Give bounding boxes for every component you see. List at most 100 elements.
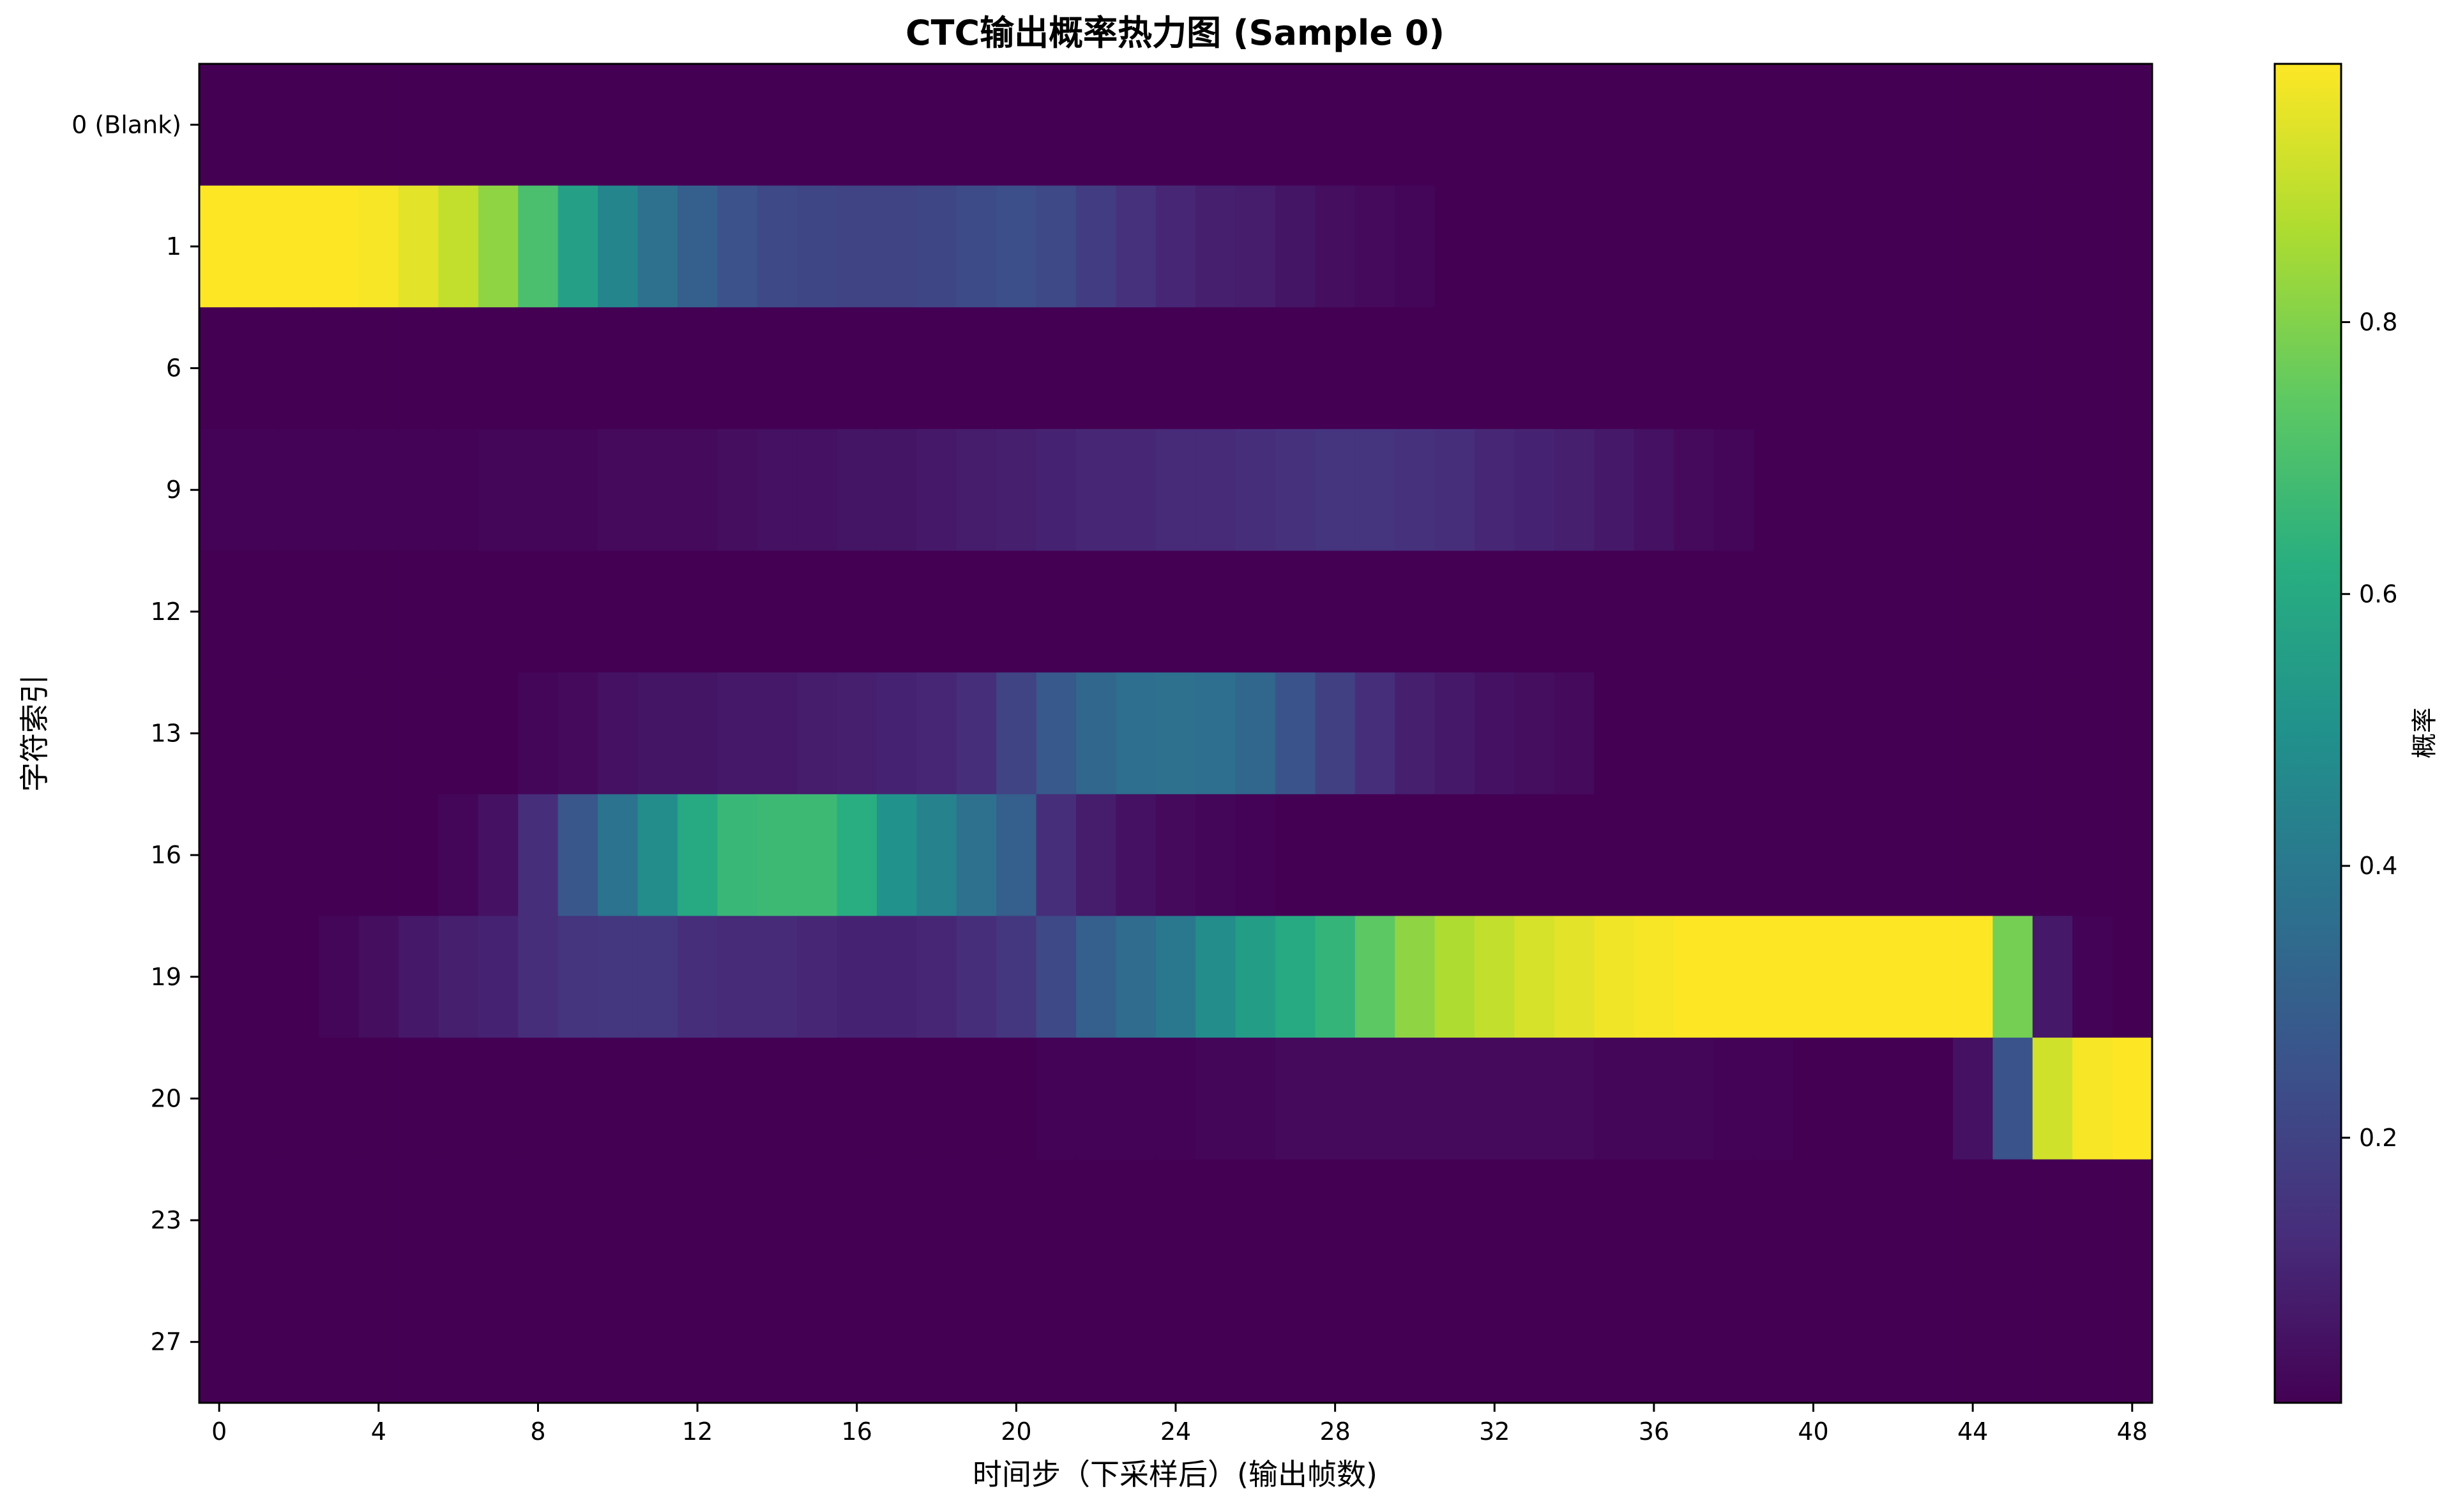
y-tick-label: 16	[151, 841, 181, 869]
heatmap-cell	[876, 1038, 917, 1160]
heatmap-cell	[1554, 64, 1595, 186]
heatmap-cell	[1434, 64, 1475, 186]
heatmap-cell	[1514, 1281, 1555, 1403]
heatmap-cell	[1753, 428, 1794, 552]
heatmap-cell	[876, 672, 917, 795]
y-tick-label: 27	[151, 1328, 181, 1356]
colorbar-tick-label: 0.8	[2359, 308, 2397, 336]
heatmap-cell	[2032, 1038, 2073, 1160]
heatmap-cell	[837, 307, 877, 430]
heatmap-cell	[1873, 1159, 1914, 1281]
heatmap-cell	[1833, 64, 1874, 186]
heatmap-cell	[1235, 1159, 1276, 1281]
heatmap-cell	[1913, 1159, 1954, 1281]
heatmap-cell	[438, 1159, 479, 1281]
heatmap-cell	[1155, 550, 1196, 673]
heatmap-cell	[2112, 428, 2153, 552]
heatmap-cell	[1235, 550, 1276, 673]
heatmap-cell	[518, 64, 559, 186]
heatmap-cell	[358, 1159, 399, 1281]
heatmap-cell	[956, 794, 997, 917]
heatmap-cell	[916, 185, 957, 308]
heatmap-cell	[1155, 64, 1196, 186]
heatmap-cell	[637, 1038, 678, 1160]
heatmap-cell	[1434, 916, 1475, 1038]
heatmap-cell	[1395, 1038, 1436, 1160]
heatmap-cell	[1075, 64, 1116, 186]
heatmap-cell	[1833, 550, 1874, 673]
heatmap-cell	[956, 1038, 997, 1160]
heatmap-cell	[2072, 550, 2113, 673]
heatmap-cell	[1395, 307, 1436, 430]
heatmap-cell	[996, 794, 1037, 917]
heatmap-cell	[757, 672, 798, 795]
heatmap-cell	[478, 1038, 519, 1160]
heatmap-cell	[199, 307, 240, 430]
heatmap-cell	[1634, 1281, 1674, 1403]
heatmap-cell	[1195, 550, 1236, 673]
heatmap-cell	[1753, 1281, 1794, 1403]
heatmap-cell	[757, 1159, 798, 1281]
heatmap-cell	[1594, 1159, 1635, 1281]
heatmap-cell	[1036, 1159, 1077, 1281]
heatmap-cell	[1395, 916, 1436, 1038]
heatmap-cell	[1475, 550, 1515, 673]
heatmap-cell	[1634, 1038, 1674, 1160]
heatmap-cell	[478, 794, 519, 917]
heatmap-cell	[1554, 794, 1595, 917]
heatmap-cell	[1235, 672, 1276, 795]
heatmap-cell	[1594, 672, 1635, 795]
heatmap-cell	[2032, 185, 2073, 308]
heatmap-cell	[837, 1038, 877, 1160]
heatmap-cell	[876, 307, 917, 430]
heatmap-cell	[1674, 1159, 1715, 1281]
heatmap-cell	[757, 794, 798, 917]
heatmap-cell	[1155, 1159, 1196, 1281]
heatmap-cell	[239, 794, 280, 917]
heatmap-cell	[1155, 1281, 1196, 1403]
heatmap-cell	[1195, 1281, 1236, 1403]
heatmap-cell	[1195, 307, 1236, 430]
heatmap-cell	[2032, 672, 2073, 795]
x-tick-label: 4	[371, 1418, 386, 1446]
heatmap-cell	[837, 428, 877, 552]
heatmap-cell	[717, 1159, 758, 1281]
heatmap-cell	[199, 672, 240, 795]
heatmap-cell	[2072, 1281, 2113, 1403]
heatmap-cell	[1753, 794, 1794, 917]
heatmap-cell	[876, 64, 917, 186]
heatmap-cell	[1554, 1038, 1595, 1160]
heatmap-cell	[558, 1281, 598, 1403]
heatmap-cell	[239, 916, 280, 1038]
heatmap-cell	[837, 916, 877, 1038]
heatmap-cell	[1195, 1159, 1236, 1281]
y-tick-label: 0 (Blank)	[72, 110, 181, 139]
heatmap-cell	[876, 185, 917, 308]
heatmap-cell	[1434, 307, 1475, 430]
heatmap-cell	[1952, 672, 1993, 795]
heatmap-cell	[876, 1281, 917, 1403]
heatmap-cell	[677, 307, 718, 430]
heatmap-cell	[598, 672, 639, 795]
heatmap-cell	[1634, 794, 1674, 917]
heatmap-cell	[1075, 1281, 1116, 1403]
heatmap-cell	[837, 1159, 877, 1281]
heatmap-cell	[239, 1281, 280, 1403]
heatmap-cell	[1075, 794, 1116, 917]
colorbar	[2273, 63, 2342, 1404]
heatmap-cell	[717, 428, 758, 552]
heatmap-cell	[1036, 794, 1077, 917]
heatmap-cell	[637, 1159, 678, 1281]
heatmap-cell	[319, 672, 360, 795]
heatmap-cell	[1475, 1159, 1515, 1281]
heatmap-cell	[1116, 307, 1157, 430]
heatmap-cell	[2112, 1038, 2153, 1160]
heatmap-cell	[2072, 307, 2113, 430]
heatmap-cell	[558, 307, 598, 430]
heatmap-cell	[637, 916, 678, 1038]
heatmap-cell	[757, 307, 798, 430]
heatmap-cell	[1793, 794, 1834, 917]
colorbar-tick-label: 0.2	[2359, 1124, 2397, 1152]
heatmap-cell	[1554, 307, 1595, 430]
heatmap-cell	[1315, 794, 1356, 917]
